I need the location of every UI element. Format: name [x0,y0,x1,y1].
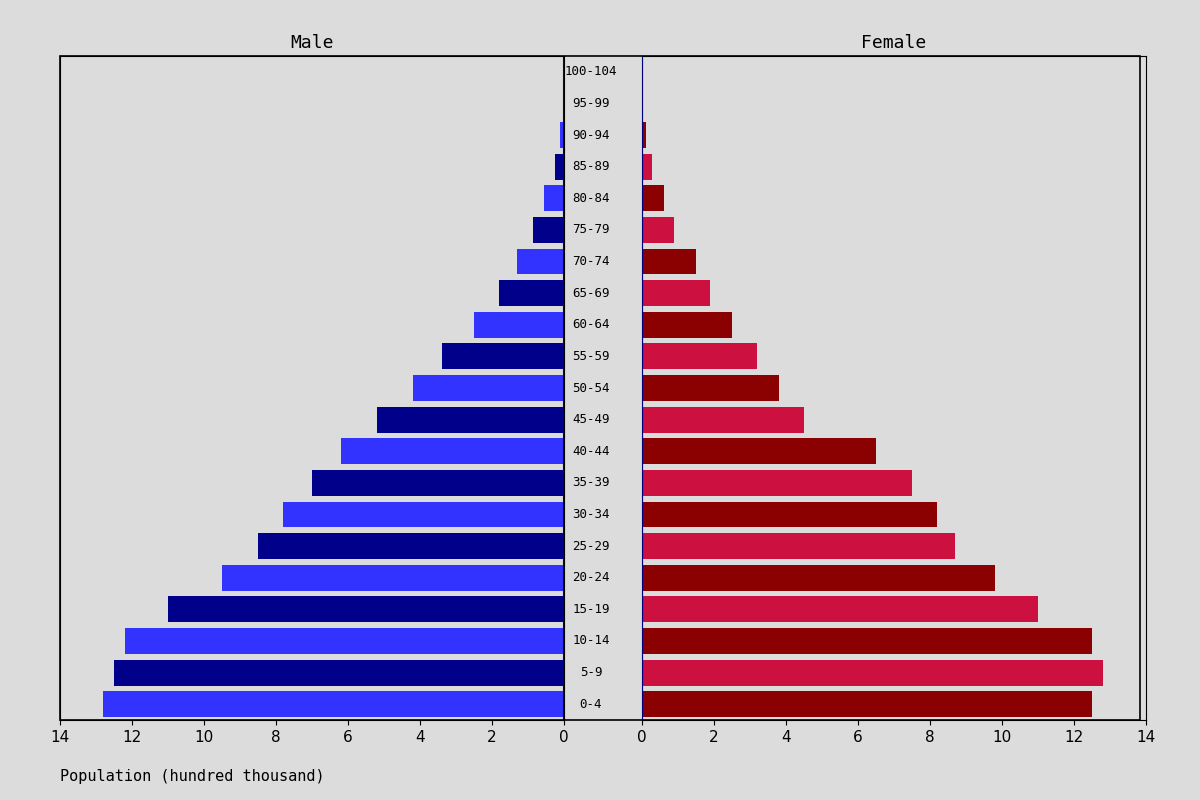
Bar [642,249,696,274]
Bar [341,438,564,464]
Bar [563,90,564,116]
Text: 40-44: 40-44 [572,445,610,458]
Bar [642,312,732,338]
Title: Female: Female [862,34,926,52]
Title: Male: Male [290,34,334,52]
Text: 60-64: 60-64 [572,318,610,331]
Bar [642,533,955,559]
Text: 75-79: 75-79 [572,223,610,237]
Bar [642,217,674,243]
Bar [642,502,937,527]
Bar [560,122,564,148]
Text: 90-94: 90-94 [572,129,610,142]
Bar [222,565,564,590]
Bar [642,406,804,433]
Bar [642,154,652,180]
Text: 95-99: 95-99 [572,97,610,110]
Bar [499,280,564,306]
Text: 0-4: 0-4 [580,698,602,710]
Bar [642,186,664,211]
Text: 15-19: 15-19 [572,603,610,616]
Bar [312,470,564,496]
Bar [517,249,564,274]
Text: 35-39: 35-39 [572,476,610,490]
Text: 5-9: 5-9 [580,666,602,679]
Text: 20-24: 20-24 [572,571,610,584]
Bar [642,660,1103,686]
Bar [642,565,995,590]
Bar [377,406,564,433]
Bar [642,375,779,401]
Text: 10-14: 10-14 [572,634,610,647]
Bar [642,470,912,496]
Bar [114,660,564,686]
Text: 100-104: 100-104 [565,66,617,78]
Bar [125,628,564,654]
Bar [103,691,564,717]
Bar [258,533,564,559]
Bar [642,343,757,370]
Text: 45-49: 45-49 [572,413,610,426]
Text: 55-59: 55-59 [572,350,610,363]
Bar [168,596,564,622]
Bar [642,280,710,306]
Text: 80-84: 80-84 [572,192,610,205]
Bar [413,375,564,401]
Bar [283,502,564,527]
Text: 70-74: 70-74 [572,255,610,268]
Bar [442,343,564,370]
Bar [642,90,643,116]
Text: 85-89: 85-89 [572,160,610,173]
Bar [554,154,564,180]
Bar [474,312,564,338]
Bar [642,438,876,464]
Bar [642,596,1038,622]
Bar [545,186,564,211]
Bar [642,122,646,148]
Bar [642,628,1092,654]
Text: 50-54: 50-54 [572,382,610,394]
Text: Population (hundred thousand): Population (hundred thousand) [60,769,325,784]
Bar [642,691,1092,717]
Text: 25-29: 25-29 [572,539,610,553]
Text: 30-34: 30-34 [572,508,610,521]
Bar [533,217,564,243]
Text: 65-69: 65-69 [572,286,610,300]
